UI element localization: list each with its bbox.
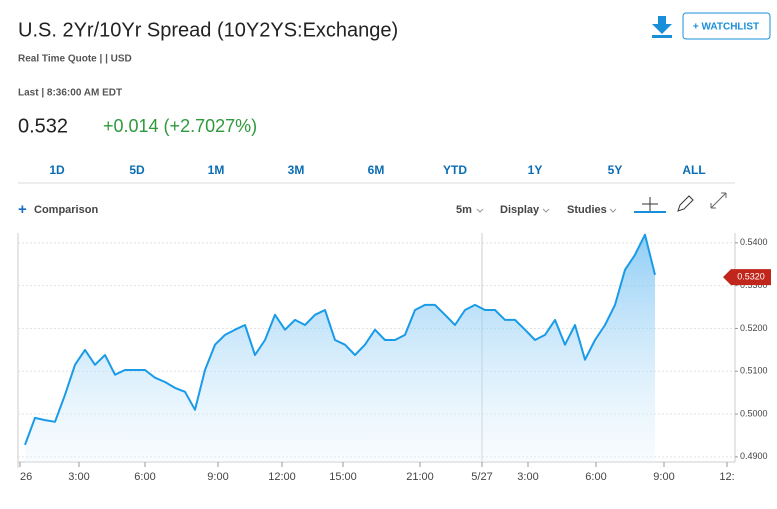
x-tick-label: 3:00 — [68, 471, 89, 483]
x-tick-label: 9:00 — [653, 471, 674, 483]
download-icon[interactable] — [652, 16, 672, 38]
studies[interactable]: Studies — [567, 204, 607, 216]
x-axis-labels: 26 3:00 6:00 9:00 12:00 15:00 21:00 5/27 3:00 6:0… — [20, 471, 735, 483]
change: +0.014 (+2.7027%) — [103, 116, 257, 136]
x-tick-label: 6:00 — [585, 471, 606, 483]
price-tag — [723, 269, 771, 286]
range-button[interactable]: ALL — [682, 163, 705, 177]
y-tick-label: 0.5400 — [740, 237, 768, 247]
y-tick-label: 0.5000 — [740, 408, 768, 418]
range-button[interactable]: 1D — [49, 163, 65, 177]
range-button[interactable]: YTD — [443, 163, 467, 177]
range-button[interactable]: 1M — [208, 163, 225, 177]
x-tick-label: 3:00 — [517, 471, 538, 483]
y-tick-label: 0.4900 — [740, 451, 768, 461]
crosshair-tool[interactable] — [634, 197, 666, 213]
x-tick-label: 12:00 — [268, 471, 296, 483]
draw-tool[interactable] — [677, 195, 694, 212]
x-tick-label: 5/27 — [471, 471, 492, 483]
quote-time: Last | 8:36:00 AM EDT — [18, 88, 122, 99]
x-tick-label: 26 — [20, 471, 32, 483]
range-bar: 1D 5D 1M 3M 6M YTD 1Y 5Y ALL — [49, 163, 705, 177]
x-tick-label: 21:00 — [406, 471, 434, 483]
plot — [24, 233, 656, 462]
range-button[interactable]: 5D — [129, 163, 145, 177]
watchlist-label[interactable]: + WATCHLIST — [693, 22, 759, 33]
x-tick-label: 15:00 — [329, 471, 357, 483]
range-button[interactable]: 3M — [288, 163, 305, 177]
subtitle: Real Time Quote | | USD — [18, 54, 132, 65]
plus-icon[interactable]: + — [18, 201, 27, 218]
chart: 0.49000.50000.51000.52000.53000.5400263:… — [17, 233, 771, 483]
x-tick-label: 9:00 — [207, 471, 228, 483]
title: U.S. 2Yr/10Yr Spread (10Y2YS:Exchange) — [18, 19, 398, 41]
y-tick-label: 0.5100 — [740, 366, 768, 376]
line — [24, 233, 656, 446]
interval[interactable]: 5m — [456, 204, 472, 216]
range-button[interactable]: 6M — [368, 163, 385, 177]
price-tag-label: 0.5320 — [737, 271, 765, 281]
area — [25, 234, 655, 462]
chevrons — [476, 208, 617, 213]
display[interactable]: Display — [500, 204, 540, 216]
price: 0.532 — [18, 115, 68, 137]
x-tick-label: 12: — [719, 471, 734, 483]
x-tick-label: 6:00 — [134, 471, 155, 483]
y-tick-label: 0.5200 — [740, 323, 768, 333]
range-button[interactable]: 1Y — [528, 163, 543, 177]
expand-tool[interactable] — [710, 192, 727, 209]
watchlist-button[interactable] — [682, 12, 771, 40]
comparison[interactable]: Comparison — [34, 204, 98, 216]
range-button[interactable]: 5Y — [608, 163, 623, 177]
